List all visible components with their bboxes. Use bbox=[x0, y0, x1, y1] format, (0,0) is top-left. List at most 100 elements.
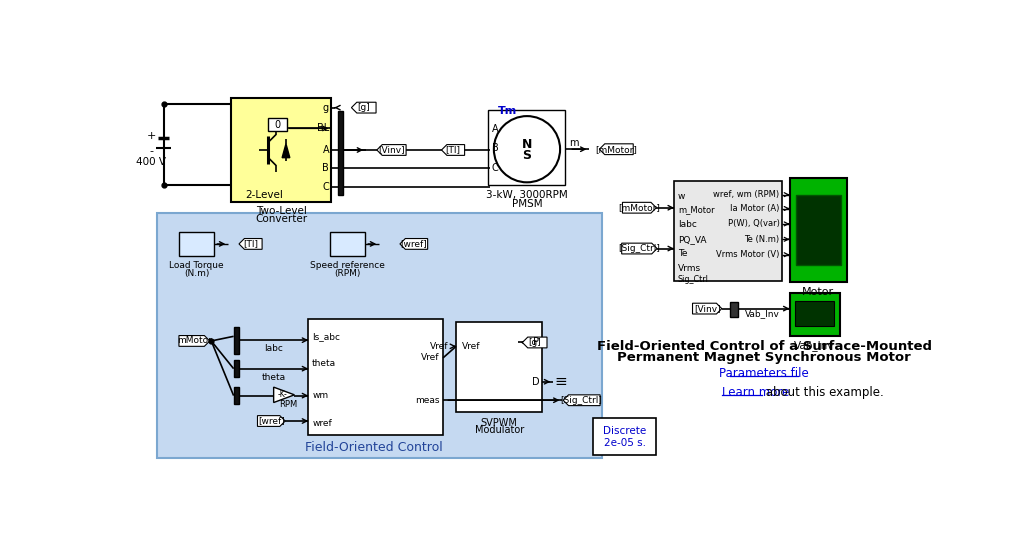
Text: C: C bbox=[322, 182, 329, 192]
Text: Sig_Ctrl: Sig_Ctrl bbox=[678, 275, 709, 284]
Text: 2e-05 s.: 2e-05 s. bbox=[604, 438, 646, 448]
Text: Field-Oriented Control: Field-Oriented Control bbox=[305, 442, 442, 454]
Text: m: m bbox=[569, 138, 579, 148]
Text: P: P bbox=[533, 337, 539, 348]
Text: [Vinv]: [Vinv] bbox=[378, 145, 404, 154]
Text: meas: meas bbox=[415, 395, 439, 405]
Bar bbox=[232, 97, 331, 202]
Text: Vrms: Vrms bbox=[678, 264, 701, 273]
Text: about this example.: about this example. bbox=[761, 386, 884, 399]
Polygon shape bbox=[257, 416, 285, 426]
Text: [mMotor]: [mMotor] bbox=[596, 145, 637, 154]
Polygon shape bbox=[599, 144, 633, 154]
Text: Two-Level: Two-Level bbox=[256, 206, 307, 216]
Text: D: D bbox=[532, 377, 539, 387]
Bar bbox=[789, 178, 847, 282]
Bar bbox=[789, 293, 840, 336]
Text: [Tl]: [Tl] bbox=[243, 239, 258, 249]
Text: theta: theta bbox=[312, 359, 336, 368]
Text: C: C bbox=[492, 163, 498, 172]
Text: Parameters file: Parameters file bbox=[719, 367, 809, 380]
Bar bbox=[269, 118, 287, 132]
Text: wref: wref bbox=[312, 419, 332, 428]
Text: (N.m): (N.m) bbox=[184, 269, 209, 277]
Text: [Sig_Ctrl]: [Sig_Ctrl] bbox=[618, 244, 661, 253]
Text: Speed reference: Speed reference bbox=[310, 261, 385, 270]
Text: Vref: Vref bbox=[421, 354, 439, 362]
Text: A: A bbox=[322, 145, 329, 155]
Text: 3-kW, 3000RPM: 3-kW, 3000RPM bbox=[486, 190, 568, 200]
Text: m_Motor: m_Motor bbox=[678, 206, 714, 214]
Polygon shape bbox=[274, 387, 294, 403]
Polygon shape bbox=[352, 102, 376, 113]
Polygon shape bbox=[282, 144, 290, 158]
Text: Te: Te bbox=[678, 250, 687, 258]
Bar bbox=[309, 319, 443, 435]
Text: Converter: Converter bbox=[255, 213, 308, 224]
Text: [Sig_Ctrl]: [Sig_Ctrl] bbox=[561, 395, 603, 405]
Text: BL: BL bbox=[317, 123, 329, 133]
Text: Discrete: Discrete bbox=[603, 426, 646, 436]
Bar bbox=[795, 301, 835, 326]
Bar bbox=[731, 302, 738, 317]
Text: Vab_Inv: Vab_Inv bbox=[745, 308, 780, 318]
Text: Ia Motor (A): Ia Motor (A) bbox=[731, 204, 780, 213]
Text: theta: theta bbox=[261, 373, 286, 382]
Bar bbox=[456, 322, 542, 412]
Polygon shape bbox=[239, 238, 262, 249]
Polygon shape bbox=[441, 145, 465, 156]
Text: [mMotor]: [mMotor] bbox=[618, 203, 661, 212]
Text: Iabc: Iabc bbox=[678, 220, 697, 229]
Bar bbox=[330, 232, 365, 256]
Bar bbox=[179, 232, 214, 256]
Text: SVPWM: SVPWM bbox=[481, 418, 518, 428]
Text: (RPM): (RPM) bbox=[334, 269, 361, 277]
Circle shape bbox=[494, 116, 560, 182]
Text: B: B bbox=[322, 163, 329, 174]
Text: Te (N.m): Te (N.m) bbox=[744, 235, 780, 244]
Text: Iabc: Iabc bbox=[264, 344, 283, 353]
Text: w: w bbox=[678, 191, 685, 201]
Bar bbox=[489, 110, 566, 186]
Text: Vref: Vref bbox=[462, 342, 480, 351]
Bar bbox=[234, 360, 239, 377]
Polygon shape bbox=[563, 395, 600, 406]
Polygon shape bbox=[622, 243, 658, 254]
Text: [g]: [g] bbox=[357, 103, 370, 112]
Text: Vref: Vref bbox=[430, 342, 449, 351]
Text: Learn more: Learn more bbox=[721, 386, 789, 399]
Text: [wref]: [wref] bbox=[258, 417, 285, 425]
Text: ≡: ≡ bbox=[555, 374, 567, 390]
Bar bbox=[795, 195, 841, 265]
Polygon shape bbox=[377, 145, 406, 156]
Bar bbox=[234, 327, 239, 354]
Text: Field-Oriented Control of a Surface-Mounted: Field-Oriented Control of a Surface-Moun… bbox=[597, 340, 931, 353]
Bar bbox=[674, 181, 782, 281]
Text: 2-Level: 2-Level bbox=[245, 190, 283, 200]
Text: wm: wm bbox=[312, 391, 328, 400]
Text: S: S bbox=[523, 149, 531, 162]
Text: 400 V: 400 V bbox=[136, 157, 167, 166]
Text: PQ_VA: PQ_VA bbox=[678, 235, 706, 244]
Bar bbox=[338, 112, 343, 195]
Text: Permanent Magnet Synchronous Motor: Permanent Magnet Synchronous Motor bbox=[617, 351, 911, 364]
Text: +: + bbox=[146, 131, 156, 141]
Text: Modulator: Modulator bbox=[474, 425, 524, 435]
Text: -: - bbox=[149, 146, 153, 157]
Text: P(W), Q(var): P(W), Q(var) bbox=[728, 219, 780, 228]
Bar bbox=[593, 418, 657, 455]
Polygon shape bbox=[523, 337, 547, 348]
Text: [Tl]: [Tl] bbox=[446, 145, 461, 154]
Text: [wref]: [wref] bbox=[400, 239, 427, 249]
Text: RPM: RPM bbox=[279, 400, 297, 409]
Text: Is_abc: Is_abc bbox=[312, 332, 341, 341]
Text: PMSM: PMSM bbox=[511, 199, 542, 209]
Polygon shape bbox=[623, 202, 657, 213]
Text: Vab_Inv: Vab_Inv bbox=[794, 340, 835, 351]
Text: Tm: Tm bbox=[498, 107, 517, 116]
Text: Load Torque: Load Torque bbox=[170, 261, 224, 270]
Text: B: B bbox=[492, 144, 498, 153]
Bar bbox=[156, 213, 602, 458]
Text: [g]: [g] bbox=[528, 338, 541, 347]
Text: 0: 0 bbox=[275, 120, 281, 129]
